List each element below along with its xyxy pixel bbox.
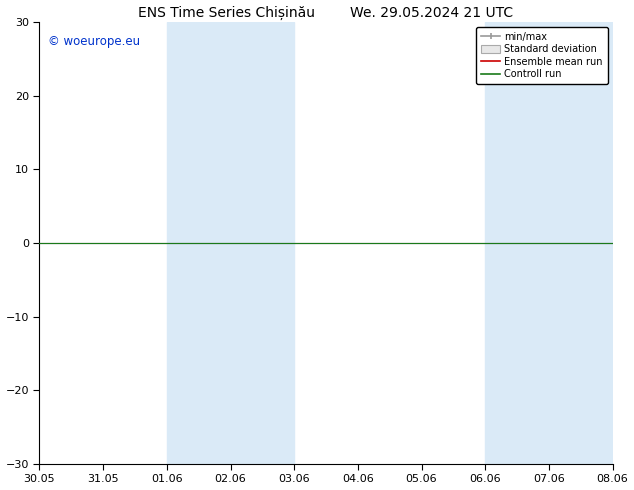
Text: © woeurope.eu: © woeurope.eu [48, 35, 140, 49]
Legend: min/max, Standard deviation, Ensemble mean run, Controll run: min/max, Standard deviation, Ensemble me… [476, 27, 608, 84]
Bar [485, 22, 549, 464]
Bar [549, 22, 612, 464]
Bar [231, 22, 294, 464]
Bar [167, 22, 231, 464]
Title: ENS Time Series Chișinău        We. 29.05.2024 21 UTC: ENS Time Series Chișinău We. 29.05.2024 … [138, 5, 514, 20]
